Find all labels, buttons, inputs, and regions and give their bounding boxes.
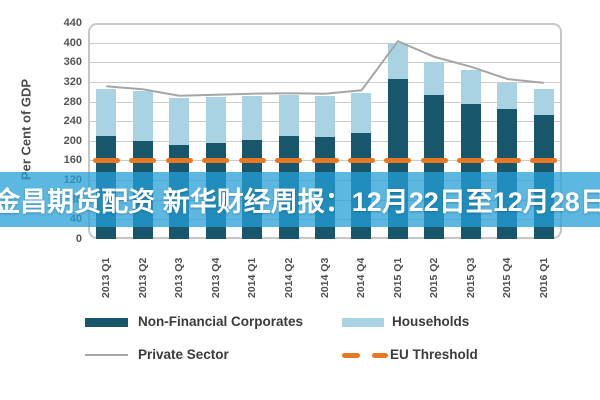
bar-segment-households xyxy=(96,88,117,136)
bar-segment-households xyxy=(497,83,518,109)
y-tick-label: 320 xyxy=(63,75,82,88)
eu-threshold-dash xyxy=(311,158,339,163)
bar-segment-households xyxy=(242,96,263,140)
eu-threshold-dash xyxy=(238,158,266,163)
x-tick-label: 2013 Q3 xyxy=(173,257,186,298)
legend-label: EU Threshold xyxy=(390,347,478,362)
headline-banner-overlay: 金昌期货配资 新华财经周报：12月22日至12月28日 xyxy=(0,172,600,227)
y-tick-label: 0 xyxy=(75,233,82,245)
y-tick-label: 360 xyxy=(63,56,82,69)
x-tick-label: 2016 Q1 xyxy=(537,257,550,298)
y-tick-label: 400 xyxy=(63,36,82,49)
x-tick-label: 2014 Q3 xyxy=(319,257,331,298)
eu-threshold-dash xyxy=(493,158,521,163)
x-tick-label: 2013 Q1 xyxy=(100,257,113,298)
eu-threshold-dash-icon xyxy=(342,352,360,358)
eu-threshold-dash-icon xyxy=(372,352,388,358)
x-tick-label: 2015 Q1 xyxy=(391,257,404,298)
bar-segment-households xyxy=(205,96,226,144)
households-swatch-icon xyxy=(342,317,384,327)
bar-segment-households xyxy=(387,42,408,80)
bar-segment-households xyxy=(315,96,335,137)
x-tick-label: 2014 Q2 xyxy=(282,257,295,298)
eu-threshold-dash xyxy=(457,158,485,163)
x-tick-label: 2014 Q4 xyxy=(355,257,368,298)
eu-threshold-dash xyxy=(129,158,157,163)
y-tick-label: 440 xyxy=(63,17,82,29)
bar-segment-households xyxy=(132,91,153,141)
bar-segment-households xyxy=(351,93,372,134)
x-tick-label: 2015 Q4 xyxy=(501,257,514,298)
y-tick-label: 160 xyxy=(63,154,82,167)
legend-item-non-financial-corporates: Non-Financial Corporates xyxy=(85,315,303,329)
bar-segment-households xyxy=(424,61,445,96)
x-tick-label: 2013 Q4 xyxy=(209,257,222,298)
headline-text: 金昌期货配资 新华财经周报：12月22日至12月28日 xyxy=(0,187,600,217)
x-tick-label: 2015 Q3 xyxy=(464,257,477,298)
legend-item-private-sector: Private Sector xyxy=(85,348,229,362)
legend-item-households: Households xyxy=(342,315,469,329)
private-sector-line-icon xyxy=(85,354,128,356)
x-tick-label: 2013 Q2 xyxy=(136,257,149,298)
eu-threshold-dash xyxy=(275,158,303,163)
legend-label: Households xyxy=(392,314,470,329)
eu-threshold-dash xyxy=(92,158,120,163)
bar-segment-households xyxy=(278,95,299,136)
bar-segment-households xyxy=(169,98,190,145)
gridline xyxy=(90,62,560,64)
y-tick-label: 240 xyxy=(63,115,82,128)
y-tick-label: 200 xyxy=(63,134,82,147)
eu-threshold-dash xyxy=(347,158,375,163)
bar-segment-households xyxy=(533,88,554,116)
bar-segment-households xyxy=(460,69,481,104)
eu-threshold-dash xyxy=(530,158,558,163)
x-tick-label: 2014 Q1 xyxy=(246,257,259,298)
gridline xyxy=(90,81,560,83)
eu-threshold-dash xyxy=(384,158,412,163)
eu-threshold-dash xyxy=(202,158,230,163)
nfc-swatch-icon xyxy=(85,317,128,327)
eu-threshold-dash xyxy=(420,158,448,163)
legend-label: Non-Financial Corporates xyxy=(138,314,304,329)
y-tick-label: 280 xyxy=(63,95,82,108)
eu-threshold-dash xyxy=(165,158,193,163)
legend-label: Private Sector xyxy=(138,347,229,362)
x-tick-label: 2015 Q2 xyxy=(428,257,441,298)
gridline xyxy=(90,42,560,44)
legend-item-eu-threshold: EU Threshold xyxy=(342,348,478,362)
